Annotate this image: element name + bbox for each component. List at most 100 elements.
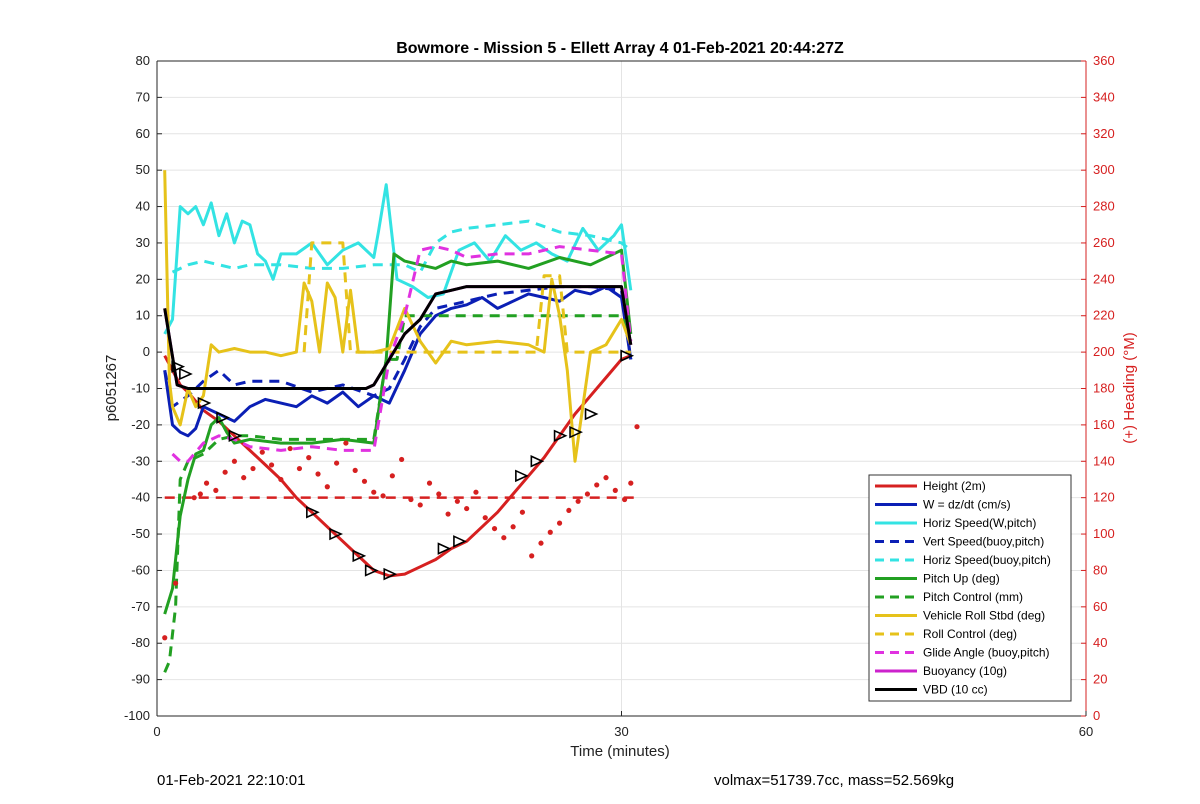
- y2-tick-label: 20: [1093, 672, 1107, 687]
- heading-point: [231, 458, 238, 464]
- y-tick-label: 50: [136, 162, 150, 177]
- y-tick-label: -50: [131, 526, 150, 541]
- heading-point: [612, 487, 618, 493]
- heading-point: [464, 505, 470, 512]
- legend-label: VBD (10 cc): [923, 683, 988, 697]
- y2-tick-label: 240: [1093, 271, 1115, 286]
- track-marker: [584, 407, 599, 421]
- heading-point: [191, 495, 197, 501]
- series-layer: [162, 170, 640, 673]
- track-marker: [179, 367, 193, 381]
- footer-stats: volmax=51739.7cc, mass=52.569kg: [714, 772, 955, 789]
- series-line-6: [163, 314, 633, 673]
- heading-point: [482, 515, 488, 521]
- heading-point: [278, 476, 284, 483]
- series-line-5: [163, 248, 633, 615]
- heading-point: [361, 478, 368, 484]
- track-marker: [620, 349, 635, 362]
- series-line-2: [163, 183, 633, 335]
- heading-point: [628, 480, 634, 486]
- legend-label: Height (2m): [923, 479, 986, 493]
- track-marker: [329, 527, 343, 541]
- legend-label: Vert Speed(buoy,pitch): [923, 535, 1044, 549]
- track-marker: [171, 360, 186, 373]
- y-tick-label: -80: [131, 635, 150, 650]
- y2-tick-label: 40: [1093, 635, 1107, 650]
- heading-point: [436, 491, 442, 497]
- track-marker: [306, 505, 320, 519]
- heading-point: [203, 480, 210, 486]
- series-line-11: [163, 285, 633, 390]
- track-marker: [453, 535, 467, 548]
- y2-tick-label: 360: [1093, 53, 1115, 68]
- track-marker: [216, 411, 230, 424]
- y-tick-label: 60: [136, 126, 150, 141]
- heading-point: [343, 440, 349, 446]
- y-tick-label: 10: [136, 308, 150, 323]
- heading-point: [594, 482, 600, 488]
- track-marker: [569, 425, 583, 439]
- heading-point: [473, 489, 479, 495]
- heading-point: [538, 540, 544, 546]
- heading-point: [380, 493, 386, 499]
- legend-label: Buoyancy (10g): [923, 664, 1007, 678]
- track-marker: [530, 455, 545, 468]
- track-marker: [437, 542, 452, 555]
- y2-tick-label: 120: [1093, 490, 1115, 505]
- y2-tick-label: 140: [1093, 453, 1115, 468]
- y2-axis-label: (+) Heading (°M): [1121, 332, 1138, 443]
- heading-point: [417, 502, 423, 508]
- y-tick-label: 80: [136, 53, 150, 68]
- heading-point: [426, 480, 433, 486]
- heading-point: [287, 445, 293, 452]
- chart-title: Bowmore - Mission 5 - Ellett Array 4 01-…: [396, 40, 844, 57]
- axes: -100-90-80-70-60-50-40-30-20-10010203040…: [124, 53, 1115, 739]
- heading-point: [371, 489, 377, 495]
- track-marker: [364, 564, 379, 577]
- heading-point: [575, 498, 581, 504]
- heading-point: [510, 524, 516, 530]
- heading-point: [162, 635, 168, 641]
- heading-point: [197, 491, 203, 497]
- y-tick-label: 20: [136, 271, 150, 286]
- y2-tick-label: 60: [1093, 599, 1107, 614]
- heading-point: [315, 471, 321, 477]
- footer-timestamp: 01-Feb-2021 22:10:01: [157, 772, 306, 789]
- track-marker: [553, 429, 568, 443]
- legend-label: Pitch Control (mm): [923, 590, 1023, 604]
- legend-label: Glide Angle (buoy,pitch): [923, 646, 1050, 660]
- heading-point: [621, 496, 628, 503]
- y-tick-label: -70: [131, 599, 150, 614]
- heading-point: [445, 511, 451, 517]
- heading-point: [408, 496, 414, 503]
- legend-label: W = dz/dt (cm/s): [923, 498, 1011, 512]
- y2-tick-label: 0: [1093, 708, 1100, 723]
- series-line-8: [302, 241, 631, 354]
- y-tick-label: -90: [131, 672, 150, 687]
- heading-point: [454, 498, 460, 504]
- y2-tick-label: 220: [1093, 308, 1115, 323]
- legend: Height (2m) W = dz/dt (cm/s) Horiz Speed(W…: [868, 474, 1072, 702]
- track-marker: [383, 567, 398, 581]
- y-tick-label: -30: [131, 453, 150, 468]
- track-marker: [515, 469, 529, 483]
- heading-point: [556, 520, 563, 526]
- y2-tick-label: 80: [1093, 562, 1107, 577]
- x-axis-label: Time (minutes): [570, 743, 669, 760]
- y2-tick-label: 160: [1093, 417, 1115, 432]
- heading-point: [213, 487, 219, 493]
- x-tick-label: 0: [153, 724, 160, 739]
- legend-label: Horiz Speed(W,pitch): [923, 516, 1036, 530]
- y-tick-label: 70: [136, 89, 150, 104]
- heading-point: [259, 449, 265, 455]
- heading-point: [389, 473, 395, 479]
- y-axis-label: p6051267: [103, 355, 120, 422]
- heading-point: [603, 475, 609, 481]
- y2-tick-label: 200: [1093, 344, 1115, 359]
- y2-tick-label: 180: [1093, 381, 1115, 396]
- y2-tick-label: 100: [1093, 526, 1115, 541]
- y-tick-label: -10: [131, 381, 150, 396]
- heading-point: [296, 465, 303, 472]
- heading-point: [584, 491, 591, 497]
